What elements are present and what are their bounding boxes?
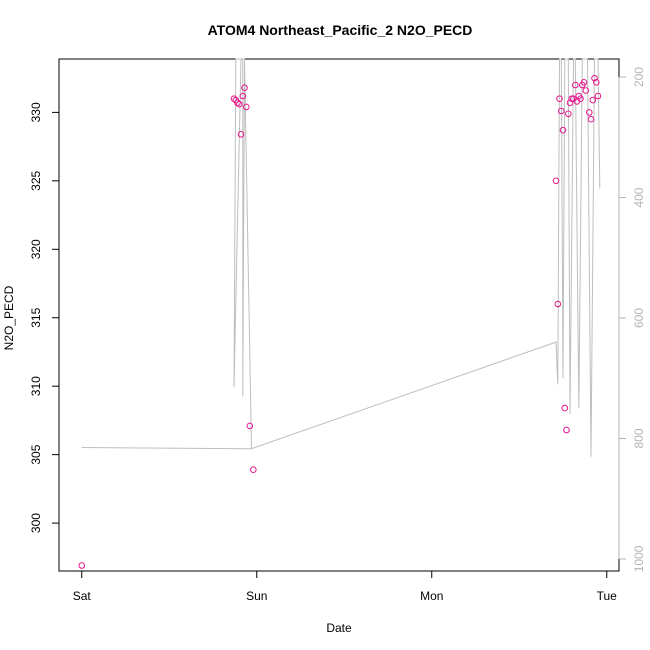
y-tick-label: 310 bbox=[29, 376, 43, 396]
data-point bbox=[78, 562, 86, 569]
y-right-tick-label: 1000 bbox=[632, 545, 646, 572]
y-tick-label: 315 bbox=[29, 307, 43, 327]
data-point bbox=[589, 96, 597, 104]
data-point bbox=[563, 426, 570, 434]
x-tick-label: Sun bbox=[246, 589, 267, 603]
data-point bbox=[558, 107, 565, 115]
x-tick-label: Mon bbox=[420, 589, 443, 603]
y-right-tick-label: 400 bbox=[632, 187, 646, 207]
data-point bbox=[580, 79, 588, 86]
y-right-tick-label: 600 bbox=[632, 308, 646, 328]
data-point bbox=[239, 92, 247, 100]
data-point bbox=[593, 79, 600, 86]
data-point bbox=[572, 81, 579, 89]
y-tick-label: 330 bbox=[29, 102, 43, 122]
chart-title: ATOM4 Northeast_Pacific_2 N2O_PECD bbox=[208, 22, 473, 38]
gray-line-series bbox=[81, 58, 601, 457]
data-point bbox=[566, 99, 574, 107]
data-point bbox=[556, 95, 563, 102]
y-tick-label: 305 bbox=[29, 444, 43, 464]
data-point bbox=[587, 115, 595, 123]
x-tick-label: Tue bbox=[597, 589, 618, 603]
plot-frame bbox=[58, 58, 620, 572]
data-point bbox=[241, 84, 248, 91]
series-line bbox=[81, 58, 601, 457]
y-tick-label: 325 bbox=[29, 171, 43, 191]
y-axis-label: N2O_PECD bbox=[2, 285, 16, 350]
data-point bbox=[243, 103, 250, 111]
y-tick-label: 300 bbox=[29, 513, 43, 533]
data-point bbox=[582, 87, 590, 94]
y-axis: 300 305 310 315 320 325 330 bbox=[29, 102, 60, 533]
x-tick-label: Sat bbox=[73, 589, 92, 603]
y-right-tick-label: 200 bbox=[632, 67, 646, 87]
data-point bbox=[559, 126, 567, 134]
data-point bbox=[230, 95, 238, 102]
data-point bbox=[246, 422, 254, 430]
data-point bbox=[554, 300, 562, 308]
data-point bbox=[552, 177, 560, 185]
data-point bbox=[236, 100, 243, 108]
x-axis: Sat Sun Mon Tue bbox=[73, 570, 618, 603]
data-point bbox=[586, 109, 593, 116]
y-right-tick-label: 800 bbox=[632, 428, 646, 448]
data-point bbox=[591, 74, 598, 82]
data-point bbox=[561, 404, 569, 412]
x-axis-label: Date bbox=[326, 621, 352, 635]
data-point bbox=[237, 131, 245, 138]
data-point bbox=[565, 110, 572, 118]
data-point bbox=[234, 99, 241, 107]
data-points bbox=[78, 74, 602, 569]
data-point bbox=[594, 92, 602, 100]
data-point bbox=[577, 95, 584, 102]
y-tick-label: 320 bbox=[29, 239, 43, 259]
data-point bbox=[250, 466, 257, 474]
y-axis-right: 200 400 600 800 1000 bbox=[618, 67, 646, 572]
